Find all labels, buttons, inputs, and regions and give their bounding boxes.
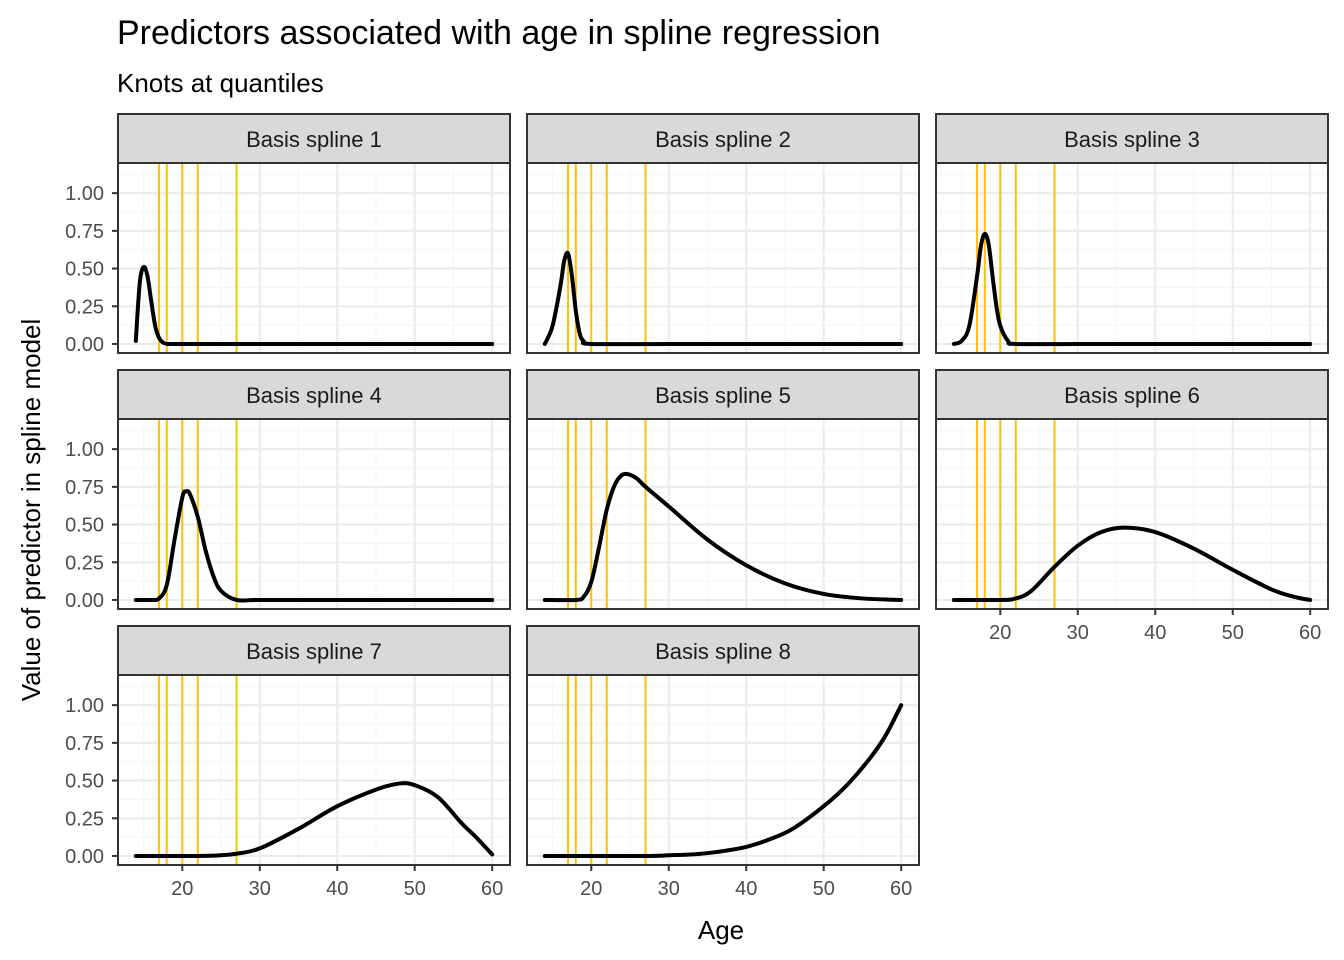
x-tick-label: 60	[890, 878, 912, 900]
y-tick-label: 1.00	[65, 439, 104, 461]
y-tick-label: 1.00	[65, 695, 104, 717]
x-tick-label: 30	[1067, 622, 1089, 644]
facet-panel: Basis spline 1 0.00 0.25 0.50 0.75 1.00	[65, 113, 511, 356]
facet-panel: Basis spline 4 0.00 0.25 0.50 0.75 1.00	[65, 369, 511, 612]
panel-background	[936, 163, 1328, 353]
y-tick-label: 1.00	[65, 183, 104, 205]
facet-panel: Basis spline 5	[526, 369, 920, 610]
facet-strip	[117, 113, 511, 164]
chart-title: Predictors associated with age in spline…	[117, 14, 881, 52]
spline-curve	[951, 525, 1313, 603]
x-tick-label: 20	[580, 878, 602, 900]
facet-strip-label: Basis spline 3	[1064, 127, 1200, 152]
facet-strip	[935, 369, 1329, 420]
y-tick-label: 0.75	[65, 733, 104, 755]
spline-curve	[542, 703, 904, 859]
facet-strip	[117, 625, 511, 676]
facet-strip-label: Basis spline 1	[246, 127, 382, 152]
facet-strip-label: Basis spline 8	[655, 639, 791, 664]
spline-curve	[542, 250, 904, 347]
x-tick-label: 60	[481, 878, 503, 900]
y-tick-label: 0.00	[65, 334, 104, 356]
panel-background	[527, 163, 919, 353]
panel-border	[526, 162, 920, 354]
facet-strip	[117, 369, 511, 420]
x-tick-label: 40	[326, 878, 348, 900]
y-tick-label: 0.00	[65, 590, 104, 612]
x-axis-label: Age	[698, 915, 744, 945]
x-tick-label: 30	[658, 878, 680, 900]
facet-strip-label: Basis spline 7	[246, 639, 382, 664]
y-tick-label: 0.25	[65, 296, 104, 318]
x-tick-label: 60	[1299, 622, 1321, 644]
chart-subtitle: Knots at quantiles	[117, 68, 324, 98]
y-tick-label: 0.75	[65, 221, 104, 243]
facet-panel: Basis spline 8 20 30 40 50 60	[526, 625, 920, 900]
y-axis-label: Value of predictor in spline model	[16, 319, 46, 702]
y-tick-label: 0.00	[65, 846, 104, 868]
y-tick-label: 0.50	[65, 771, 104, 793]
panel-border	[117, 674, 511, 866]
x-tick-label: 30	[249, 878, 271, 900]
x-tick-label: 40	[1144, 622, 1166, 644]
spline-curve	[133, 781, 495, 859]
spline-curve	[951, 231, 1313, 347]
facet-panel: Basis spline 7 0.00 0.25 0.50 0.75 1.00 20 30 40…	[65, 625, 511, 900]
facet-panel: Basis spline 6 20 30 40 50 60	[935, 369, 1329, 644]
x-tick-label: 50	[813, 878, 835, 900]
y-tick-label: 0.50	[65, 259, 104, 281]
spline-curve	[133, 264, 495, 347]
facet-strip-label: Basis spline 2	[655, 127, 791, 152]
facet-strip-label: Basis spline 4	[246, 383, 382, 408]
panel-background	[118, 419, 510, 609]
facet-strip-label: Basis spline 5	[655, 383, 791, 408]
x-tick-label: 50	[404, 878, 426, 900]
panel-border	[935, 162, 1329, 354]
panel-background	[527, 675, 919, 865]
panel-border	[117, 418, 511, 610]
spline-curve	[542, 471, 904, 603]
x-tick-label: 20	[171, 878, 193, 900]
facet-panels: Basis spline 10.000.250.500.751.00Basis …	[65, 113, 1329, 900]
y-tick-label: 0.75	[65, 477, 104, 499]
y-tick-label: 0.25	[65, 552, 104, 574]
panel-background	[527, 419, 919, 609]
y-tick-label: 0.50	[65, 515, 104, 537]
facet-panel: Basis spline 3	[935, 113, 1329, 354]
x-tick-label: 50	[1222, 622, 1244, 644]
facet-strip	[526, 625, 920, 676]
panel-background	[118, 675, 510, 865]
panel-background	[118, 163, 510, 353]
panel-border	[117, 162, 511, 354]
x-tick-label: 40	[735, 878, 757, 900]
y-tick-label: 0.25	[65, 808, 104, 830]
spline-curve	[133, 489, 495, 603]
facet-panel: Basis spline 2	[526, 113, 920, 354]
panel-background	[936, 419, 1328, 609]
facet-strip-label: Basis spline 6	[1064, 383, 1200, 408]
panel-border	[526, 418, 920, 610]
panel-border	[526, 674, 920, 866]
x-tick-label: 20	[989, 622, 1011, 644]
panel-border	[935, 418, 1329, 610]
